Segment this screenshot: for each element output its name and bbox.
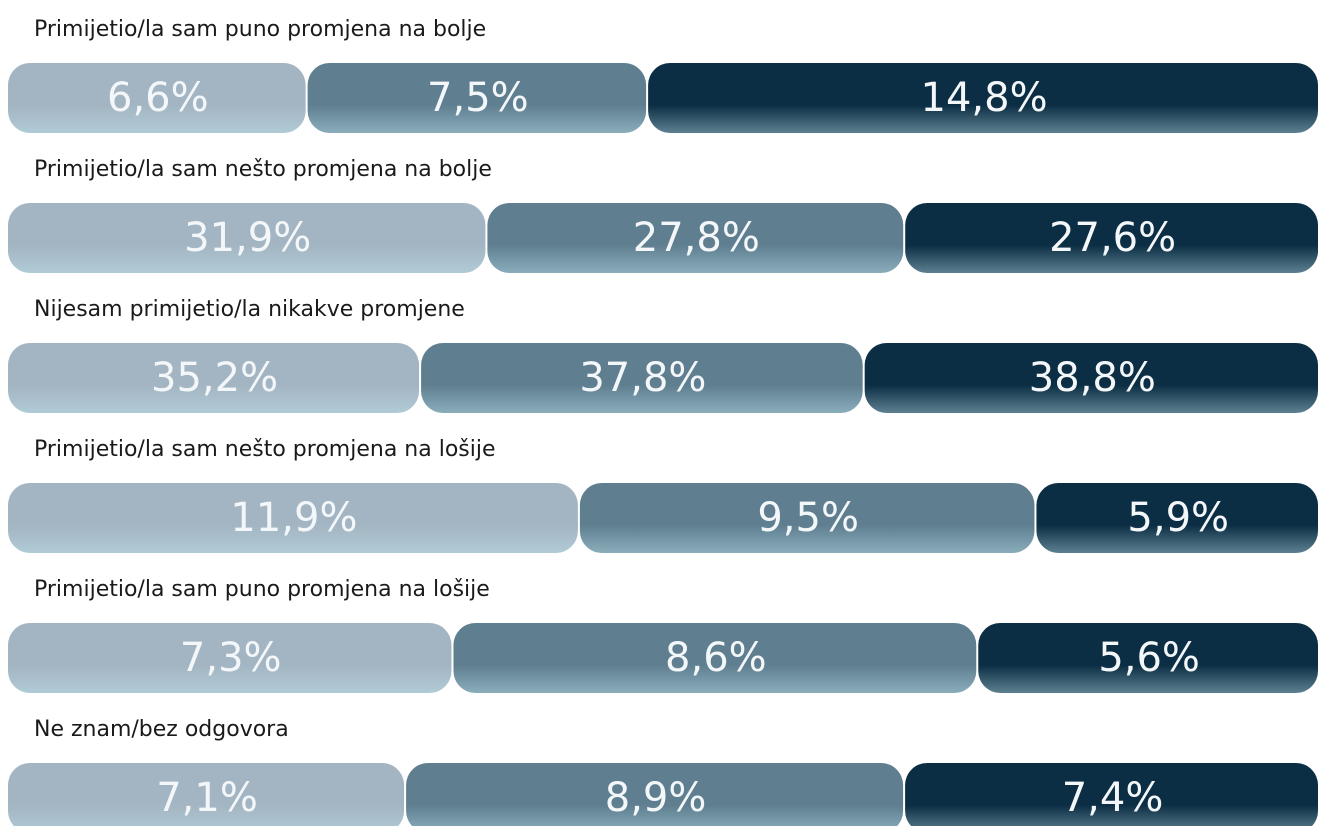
value-label: 9,5% — [757, 495, 859, 541]
bar-segment — [8, 203, 486, 273]
value-label: 38,8% — [1029, 355, 1156, 401]
bar-segment — [453, 623, 977, 693]
value-label: 35,2% — [151, 355, 278, 401]
value-label: 31,9% — [184, 215, 311, 261]
bar-segment — [8, 483, 578, 553]
bar-segment — [905, 203, 1318, 273]
bar-segment — [8, 763, 405, 826]
bar-segment — [905, 763, 1318, 826]
value-label: 7,4% — [1062, 775, 1164, 821]
row-label: Primijetio/la sam nešto promjena na loši… — [34, 437, 496, 462]
row-label: Primijetio/la sam puno promjena na bolje — [34, 17, 486, 42]
value-label: 5,9% — [1127, 495, 1229, 541]
row-label: Ne znam/bez odgovora — [34, 717, 289, 742]
value-label: 5,6% — [1098, 635, 1200, 681]
bar-segment — [307, 63, 647, 133]
bar-segment — [978, 623, 1318, 693]
value-label: 7,1% — [156, 775, 258, 821]
row-label: Primijetio/la sam puno promjena na lošij… — [34, 577, 490, 602]
bar-segment — [864, 343, 1318, 413]
bar-segment — [579, 483, 1035, 553]
bar-segment — [406, 763, 904, 826]
value-label: 11,9% — [230, 495, 357, 541]
bar-segment — [421, 343, 863, 413]
bar-segment — [8, 63, 306, 133]
value-label: 8,9% — [605, 775, 707, 821]
value-label: 37,8% — [579, 355, 706, 401]
bar-segment — [648, 63, 1318, 133]
value-label: 7,3% — [180, 635, 282, 681]
value-label: 14,8% — [921, 75, 1048, 121]
value-label: 8,6% — [665, 635, 767, 681]
bar-segment — [1036, 483, 1318, 553]
bar-segment — [8, 343, 420, 413]
bar-segment — [487, 203, 904, 273]
row-label: Primijetio/la sam nešto promjena na bolj… — [34, 157, 492, 182]
row-label: Nijesam primijetio/la nikakve promjene — [34, 297, 465, 322]
value-label: 6,6% — [107, 75, 209, 121]
value-label: 27,6% — [1049, 215, 1176, 261]
value-label: 7,5% — [427, 75, 529, 121]
value-label: 27,8% — [633, 215, 760, 261]
bar-segment — [8, 623, 452, 693]
